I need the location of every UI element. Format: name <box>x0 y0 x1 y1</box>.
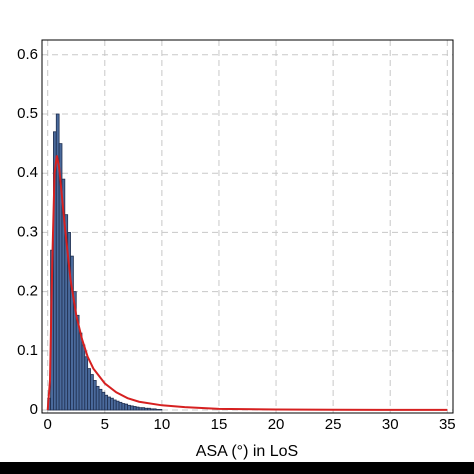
bar <box>147 407 151 411</box>
x-tick-label: 30 <box>382 416 399 433</box>
bar <box>104 394 109 411</box>
bar <box>155 409 160 411</box>
y-tick-label: 0.1 <box>17 342 38 359</box>
bar <box>158 409 163 411</box>
fit-curve <box>46 155 448 411</box>
bottom-bar <box>0 462 474 474</box>
bar <box>101 391 106 411</box>
x-tick-label: 0 <box>44 416 52 433</box>
y-tick-label: 0.2 <box>17 283 38 300</box>
y-tick-label: 0 <box>30 401 38 418</box>
bar <box>92 380 97 411</box>
bar <box>95 385 100 411</box>
x-tick-label: 25 <box>325 416 342 433</box>
bar <box>150 408 154 411</box>
bar <box>141 407 146 411</box>
y-tick-label: 0.6 <box>17 46 38 63</box>
bar <box>127 404 131 411</box>
x-tick-label: 20 <box>268 416 285 433</box>
bar <box>118 401 123 411</box>
bar <box>115 400 120 411</box>
bar <box>81 344 86 411</box>
bar <box>121 403 126 411</box>
bar <box>130 405 134 411</box>
y-tick-label: 0.4 <box>17 164 38 181</box>
x-axis-label: ASA (°) in LoS <box>196 443 298 460</box>
bar <box>152 408 157 411</box>
x-tick-label: 10 <box>154 416 171 433</box>
bar <box>98 388 103 411</box>
bar <box>124 403 129 411</box>
bar <box>138 407 143 411</box>
x-tick-label: 15 <box>211 416 228 433</box>
bar <box>84 356 89 411</box>
y-tick-label: 0.3 <box>17 223 38 240</box>
bar <box>110 397 114 411</box>
y-tick-label: 0.5 <box>17 105 38 122</box>
bar <box>132 406 137 411</box>
x-tick-label: 35 <box>439 416 456 433</box>
bar <box>87 368 91 411</box>
x-tick-label: 5 <box>101 416 109 433</box>
bar <box>144 407 149 411</box>
plot-frame <box>41 39 454 414</box>
bar <box>90 374 94 411</box>
bar <box>112 399 117 411</box>
bar <box>107 396 111 411</box>
bar <box>135 406 140 411</box>
bar <box>78 332 83 411</box>
